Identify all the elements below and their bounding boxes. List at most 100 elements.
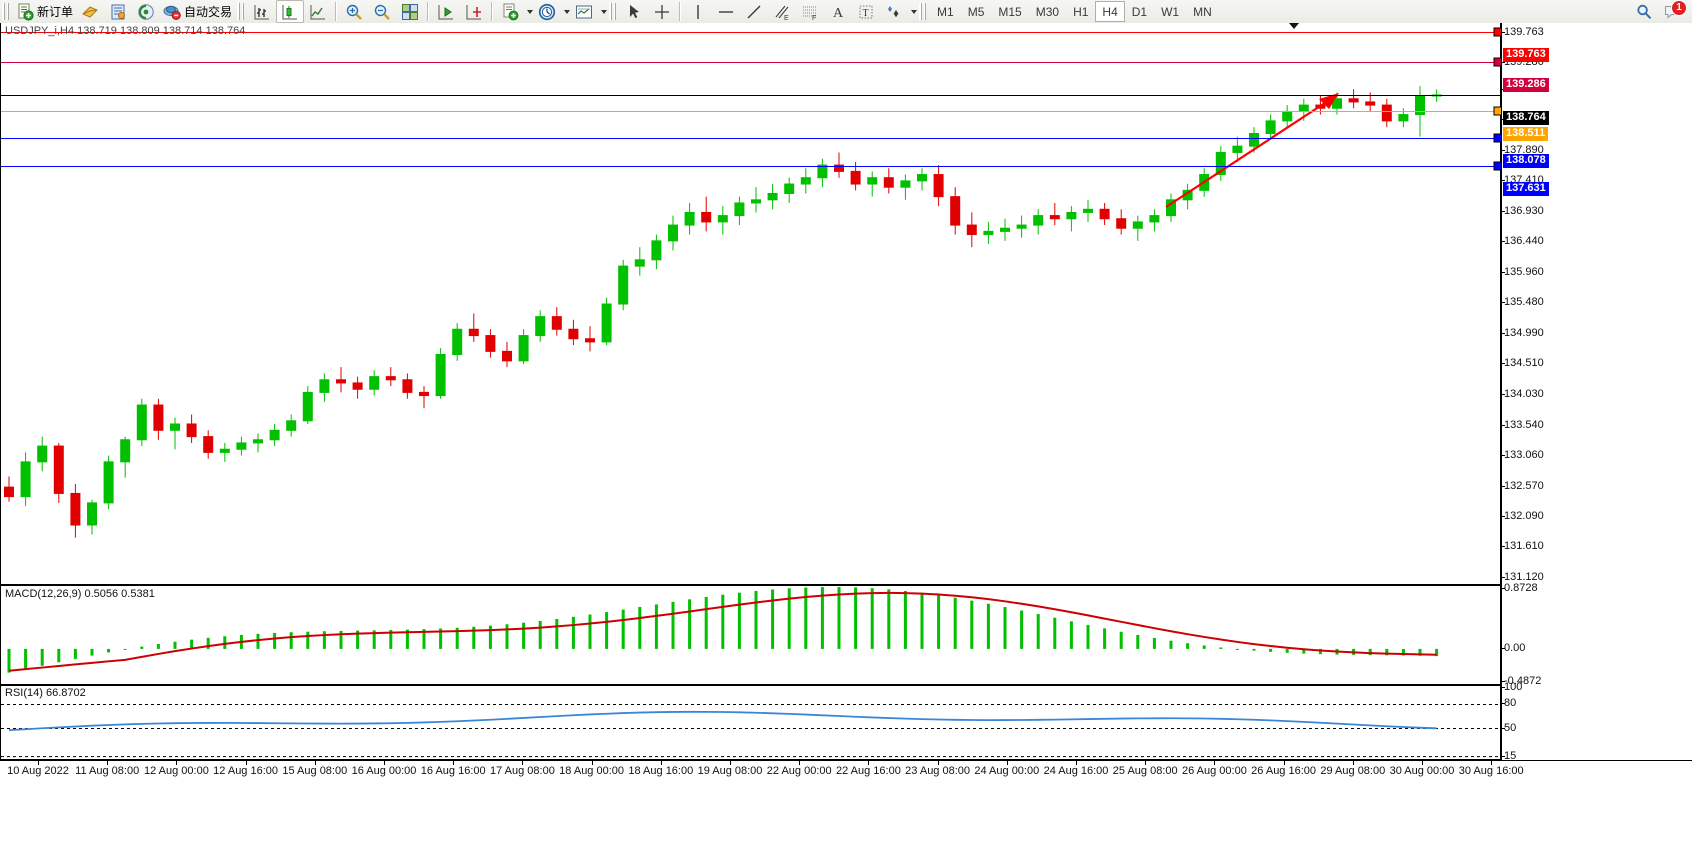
- price-tick-label: 136.930: [1504, 204, 1544, 217]
- line-chart-icon[interactable]: [304, 0, 332, 23]
- macd-histogram-bar: [887, 589, 891, 649]
- macd-histogram-bar: [1219, 647, 1223, 649]
- candle-body: [668, 224, 678, 242]
- level-line-current-price[interactable]: [1, 94, 1502, 96]
- candle-body: [1166, 199, 1176, 217]
- add-indicator-icon[interactable]: [496, 0, 524, 23]
- vertical-line-icon[interactable]: [684, 0, 712, 23]
- toolbar-grip-2[interactable]: [237, 3, 246, 20]
- level-line-resistance-2[interactable]: [1, 31, 1502, 33]
- price-axis[interactable]: 139.763139.286138.860138.380137.890137.4…: [1501, 23, 1692, 585]
- candle-body: [917, 174, 927, 182]
- price-tick-mark: [1501, 454, 1505, 456]
- price-tick-mark: [1501, 333, 1505, 335]
- candle-body: [385, 376, 396, 381]
- fibonacci-icon[interactable]: F: [796, 0, 824, 23]
- auto-scroll-icon[interactable]: [432, 0, 460, 23]
- rsi-axis-line: [1501, 685, 1502, 760]
- text-label-icon[interactable]: T: [852, 0, 880, 23]
- macd-histogram-bar: [1235, 648, 1239, 650]
- macd-histogram-bar: [854, 587, 858, 649]
- equidistant-channel-icon[interactable]: E: [768, 0, 796, 23]
- text-icon[interactable]: A: [824, 0, 852, 23]
- zoom-out-icon[interactable]: [368, 0, 396, 23]
- macd-histogram-bar: [190, 639, 194, 649]
- level-line-resistance-1[interactable]: [1, 61, 1502, 63]
- macd-histogram-bar: [737, 592, 741, 649]
- crosshair-icon[interactable]: [648, 0, 676, 23]
- navigator-icon[interactable]: [132, 0, 160, 23]
- shapes-dropdown-caret[interactable]: [911, 9, 918, 14]
- price-tick-mark: [1501, 546, 1505, 548]
- templates-icon[interactable]: [570, 0, 598, 23]
- search-icon[interactable]: [1630, 0, 1658, 23]
- notifications-icon[interactable]: 1: [1658, 0, 1687, 23]
- macd-histogram-bar: [223, 636, 227, 649]
- toolbar-grip[interactable]: [2, 3, 10, 20]
- horizontal-line-icon[interactable]: [712, 0, 740, 23]
- price-axis-line: [1501, 23, 1502, 585]
- candle-body: [1116, 218, 1127, 229]
- macd-histogram-bar: [439, 628, 443, 649]
- level-line-support-2[interactable]: [1, 166, 1502, 168]
- macd-histogram-bar: [389, 630, 393, 649]
- new-order-button[interactable]: 新订单: [13, 0, 76, 23]
- book-icon[interactable]: [76, 0, 104, 23]
- rsi-panel[interactable]: RSI(14) 66.8702: [0, 685, 1501, 760]
- templates-dropdown-caret[interactable]: [601, 9, 608, 14]
- time-axis[interactable]: 10 Aug 2022 11 Aug 08:00 12 Aug 00:00 12 Au…: [0, 760, 1692, 845]
- candle-body: [551, 316, 562, 330]
- toolbar-separator-2: [427, 2, 430, 21]
- time-tick-label: 25 Aug 08:00: [1112, 765, 1178, 777]
- timeframe-mn[interactable]: MN: [1193, 4, 1212, 19]
- timeframe-m15[interactable]: M15: [998, 4, 1022, 19]
- macd-histogram-bar: [107, 648, 111, 653]
- timeframe-m1[interactable]: M1: [937, 4, 954, 19]
- zoom-in-icon[interactable]: [340, 0, 368, 23]
- time-tick-mark: [591, 761, 593, 765]
- time-tick-label: 26 Aug 00:00: [1181, 765, 1247, 777]
- macd-histogram-bar: [704, 596, 708, 649]
- candle-body: [900, 180, 911, 188]
- macd-panel[interactable]: MACD(12,26,9) 0.5056 0.5381: [0, 585, 1501, 685]
- macd-histogram-bar: [1352, 648, 1356, 655]
- macd-histogram-bar: [1302, 648, 1306, 654]
- add-indicator-dropdown-caret[interactable]: [527, 9, 534, 14]
- timeframe-h1[interactable]: H1: [1073, 4, 1089, 19]
- price-tick-mark: [1501, 210, 1505, 212]
- timeframe-m30[interactable]: M30: [1035, 4, 1060, 19]
- expert-advisor-icon[interactable]: 自动交易: [160, 0, 235, 23]
- trendline-icon[interactable]: [740, 0, 768, 23]
- rsi-tick-mark: [1501, 755, 1505, 757]
- candlestick-chart-icon[interactable]: [276, 0, 305, 23]
- chart-scroll-arrow-icon[interactable]: [1289, 23, 1299, 29]
- data-window-icon[interactable]: [104, 0, 132, 23]
- macd-histogram-bar: [322, 631, 326, 649]
- toolbar-grip-3[interactable]: [609, 3, 618, 20]
- timeframe-d1[interactable]: D1: [1131, 4, 1148, 19]
- timeframe-w1[interactable]: W1: [1161, 4, 1180, 19]
- timeframe-m5[interactable]: M5: [967, 4, 985, 19]
- auto-trading-label: 自动交易: [184, 5, 233, 19]
- chart-shift-icon[interactable]: [460, 0, 488, 23]
- candle-body: [1365, 101, 1376, 106]
- level-line-pivot[interactable]: [1, 110, 1502, 112]
- cursor-icon[interactable]: [620, 0, 648, 23]
- period-clock-icon[interactable]: [533, 0, 561, 23]
- time-tick-label: 18 Aug 00:00: [559, 765, 625, 777]
- price-tick-mark: [1501, 424, 1505, 426]
- tile-windows-icon[interactable]: [396, 0, 424, 23]
- price-chart-panel[interactable]: USDJPY_i,H4 138.719 138.809 138.714 138.…: [0, 23, 1503, 585]
- timeframe-h4[interactable]: H4: [1095, 1, 1125, 22]
- time-tick-mark: [660, 761, 662, 765]
- chart-workspace[interactable]: USDJPY_i,H4 138.719 138.809 138.714 138.…: [0, 23, 1692, 845]
- macd-histogram-bar: [953, 597, 957, 649]
- period-dropdown-caret[interactable]: [564, 9, 571, 14]
- candle-body: [37, 445, 48, 463]
- macd-histogram-bar: [1053, 617, 1057, 649]
- time-tick-mark: [38, 761, 39, 765]
- bar-chart-icon[interactable]: [248, 0, 276, 23]
- level-line-support-1[interactable]: [1, 138, 1502, 140]
- toolbar-grip-4[interactable]: [919, 3, 928, 20]
- shapes-icon[interactable]: [880, 0, 908, 23]
